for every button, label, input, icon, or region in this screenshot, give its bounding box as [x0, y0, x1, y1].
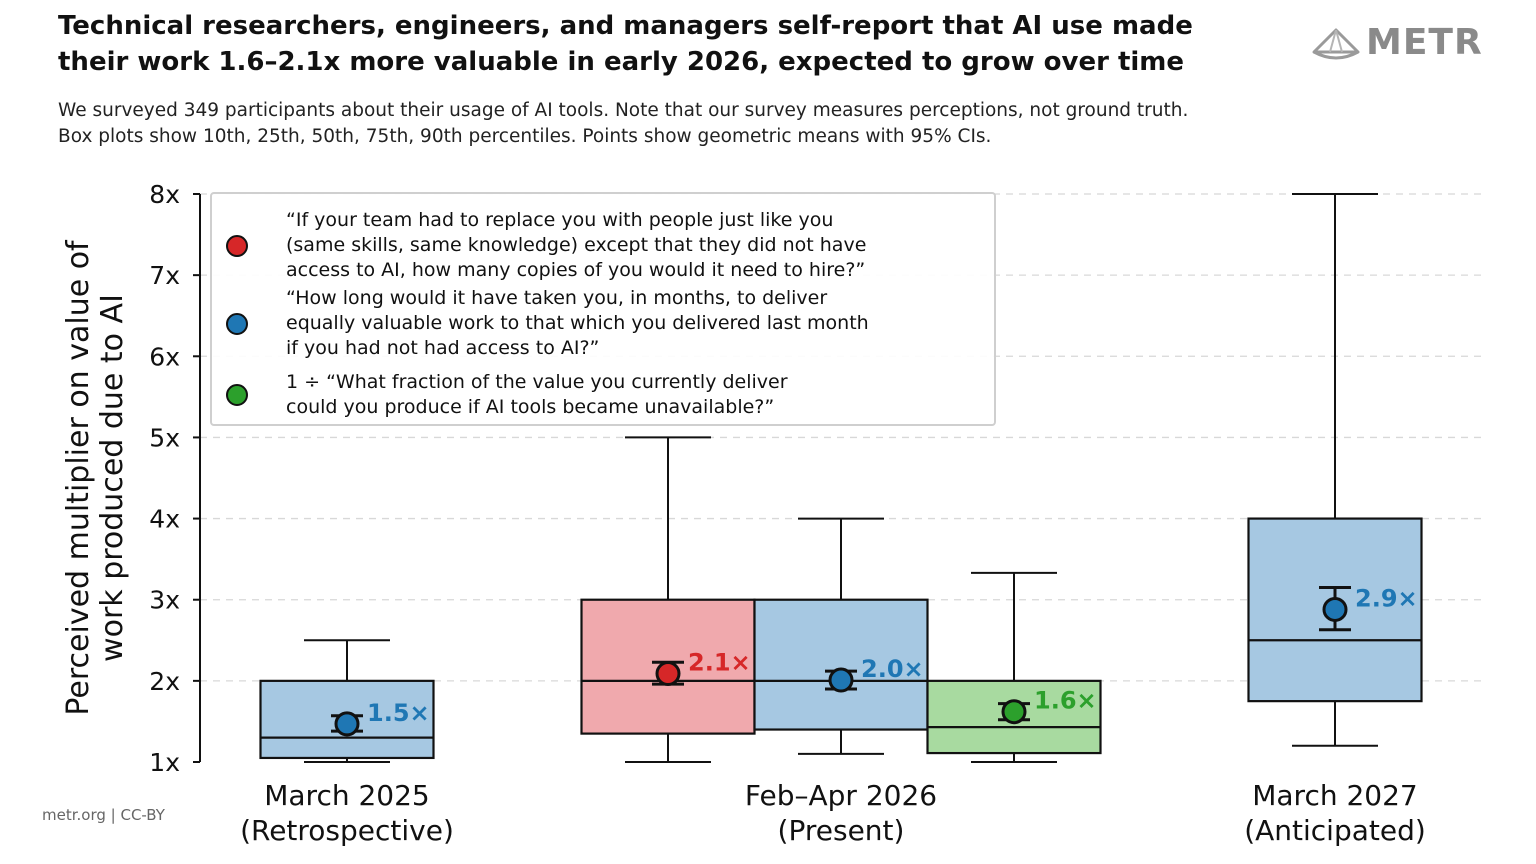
legend-line: “If your team had to replace you with pe… — [286, 209, 834, 231]
mean-label: 1.5× — [367, 699, 430, 727]
legend-item-blue: “How long would it have taken you, in mo… — [226, 286, 996, 361]
y-tick-label: 7x — [149, 261, 180, 290]
mean-label: 2.1× — [688, 649, 751, 677]
legend-marker-blue — [226, 312, 248, 335]
y-tick-label: 2x — [149, 667, 180, 696]
mean-point — [655, 661, 681, 687]
chart-subtitle: We surveyed 349 participants about their… — [58, 98, 1498, 150]
metr-logo-icon — [1312, 28, 1360, 60]
mean-point — [334, 711, 360, 737]
mean-point — [828, 667, 854, 693]
legend-text: “How long would it have taken you, in mo… — [286, 286, 996, 361]
chart-title-line: their work 1.6–2.1x more valuable in ear… — [58, 47, 1185, 77]
legend-line: could you produce if AI tools became una… — [286, 396, 775, 418]
legend-marker-red — [226, 234, 248, 257]
mean-point — [1322, 596, 1348, 622]
y-axis-label-line: Perceived multiplier on value of — [61, 239, 96, 716]
legend-text: “If your team had to replace you with pe… — [286, 208, 996, 283]
box-blue-1: 2.0× — [753, 517, 929, 755]
x-tick-label-line: March 2027 — [1252, 779, 1418, 812]
y-tick-label: 6x — [149, 342, 180, 371]
mean-label: 2.0× — [861, 655, 924, 683]
box-green-1: 1.6× — [926, 571, 1102, 763]
mean-label: 1.6× — [1034, 687, 1097, 715]
x-tick-label: March 2025 (Retrospective) — [240, 779, 454, 847]
credit-text: metr.org | CC-BY — [42, 806, 165, 824]
box-blue-0: 1.5× — [259, 639, 435, 763]
x-tick-label-line: Feb–Apr 2026 — [745, 779, 937, 812]
legend-line: access to AI, how many copies of you wou… — [286, 259, 866, 281]
x-tick-label-line: (Present) — [778, 814, 905, 847]
y-axis-label: Perceived multiplier on value ofwork pro… — [61, 239, 130, 716]
y-tick-label: 4x — [149, 505, 180, 534]
box-blue-2: 2.9× — [1247, 193, 1423, 747]
box-iqr — [753, 598, 929, 731]
legend-line: “How long would it have taken you, in mo… — [286, 287, 828, 309]
legend-line: (same skills, same knowledge) except tha… — [286, 234, 867, 256]
chart-title-line: Technical researchers, engineers, and ma… — [58, 11, 1193, 41]
y-tick-label: 5x — [149, 423, 180, 452]
legend-text: 1 ÷ “What fraction of the value you curr… — [286, 370, 996, 420]
legend-marker-green — [226, 384, 248, 406]
metr-logo: METR — [1308, 18, 1498, 68]
legend-item-red: “If your team had to replace you with pe… — [226, 208, 996, 283]
y-tick-label: 8x — [149, 180, 180, 209]
legend-line: 1 ÷ “What fraction of the value you curr… — [286, 371, 788, 393]
legend-line: if you had not had access to AI?” — [286, 337, 600, 359]
x-tick-label-line: (Retrospective) — [240, 814, 454, 847]
legend-line: equally valuable work to that which you … — [286, 312, 869, 334]
subtitle-line: Box plots show 10th, 25th, 50th, 75th, 9… — [58, 126, 992, 147]
x-tick-label-line: (Anticipated) — [1244, 814, 1426, 847]
x-tick-label: March 2027 (Anticipated) — [1244, 779, 1426, 847]
x-tick-label-line: March 2025 — [264, 779, 430, 812]
metr-logo-text: METR — [1366, 22, 1483, 63]
legend-item-green: 1 ÷ “What fraction of the value you curr… — [226, 370, 996, 420]
x-tick-label: Feb–Apr 2026 (Present) — [745, 779, 937, 847]
mean-label: 2.9× — [1355, 584, 1418, 612]
mean-point — [1001, 699, 1027, 725]
y-axis-label-line: work produced due to AI — [95, 294, 130, 662]
subtitle-line: We surveyed 349 participants about their… — [58, 100, 1189, 121]
y-tick-label: 3x — [149, 586, 180, 615]
chart-legend: “If your team had to replace you with pe… — [210, 192, 996, 426]
y-tick-label: 1x — [149, 748, 180, 777]
box-red-1: 2.1× — [580, 436, 756, 763]
chart-title: Technical researchers, engineers, and ma… — [58, 8, 1288, 80]
